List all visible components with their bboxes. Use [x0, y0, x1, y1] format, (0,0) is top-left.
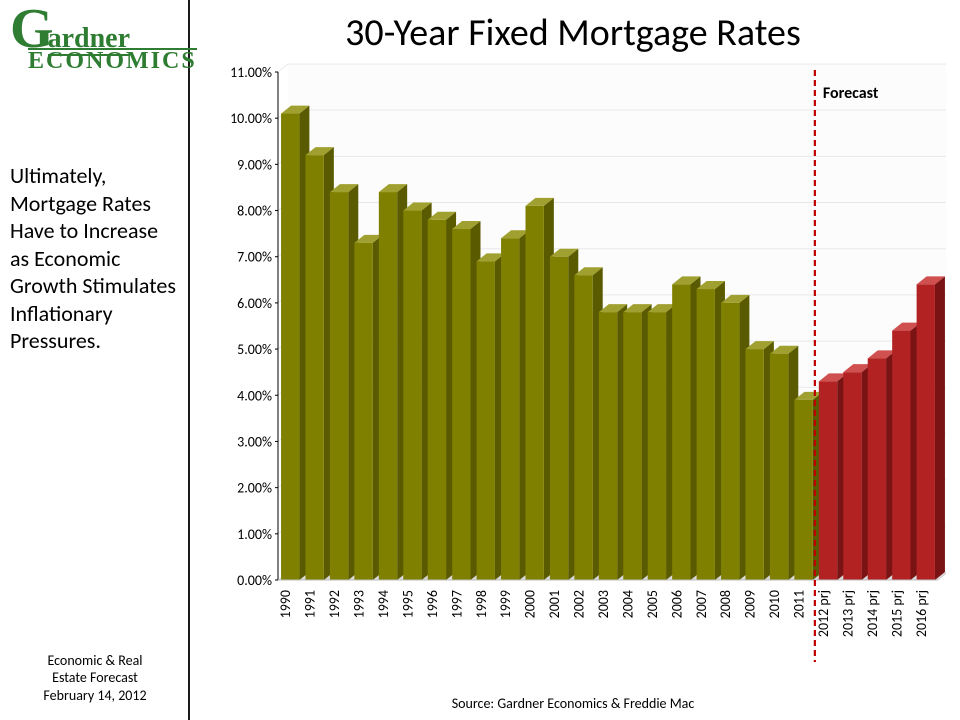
chart-title: 30-Year Fixed Mortgage Rates [198, 4, 948, 60]
sidebar: Gardner ECONOMICS Ultimately, Mortgage R… [0, 0, 190, 720]
svg-text:2011: 2011 [791, 590, 808, 618]
logo-word2: ECONOMICS [28, 48, 197, 73]
svg-text:2008: 2008 [717, 590, 734, 618]
svg-text:1997: 1997 [448, 590, 465, 618]
bar-chart-svg: 0.00% 1.00% 2.00% 3.00% 4.00% 5.00% 6.00% 7.00%… [198, 60, 946, 680]
svg-text:2013 prj: 2013 prj [839, 590, 856, 637]
svg-text:1.00%: 1.00% [237, 526, 272, 543]
svg-text:2010: 2010 [766, 590, 783, 618]
svg-text:2003: 2003 [595, 590, 612, 618]
svg-text:1996: 1996 [424, 590, 441, 618]
footer-line3: February 14, 2012 [10, 687, 180, 705]
chart: 0.00% 1.00% 2.00% 3.00% 4.00% 5.00% 6.00% 7.00%… [198, 60, 948, 695]
svg-text:0.00%: 0.00% [237, 572, 272, 589]
svg-text:2004: 2004 [619, 590, 636, 618]
svg-text:6.00%: 6.00% [237, 295, 272, 312]
svg-text:1999: 1999 [497, 590, 514, 618]
svg-text:2.00%: 2.00% [237, 480, 272, 497]
sidebar-footer: Economic & Real Estate Forecast February… [10, 652, 180, 705]
svg-text:1992: 1992 [326, 590, 343, 618]
svg-text:1993: 1993 [351, 590, 368, 618]
footer-line1: Economic & Real [10, 652, 180, 670]
svg-text:11.00%: 11.00% [230, 64, 272, 81]
svg-text:Forecast: Forecast [823, 84, 879, 103]
svg-text:2014 prj: 2014 prj [864, 590, 881, 637]
svg-text:2012 prj: 2012 prj [815, 590, 832, 637]
svg-text:1995: 1995 [399, 590, 416, 618]
logo: Gardner ECONOMICS [10, 10, 180, 72]
footer-line2: Estate Forecast [10, 669, 180, 687]
svg-text:2016 prj: 2016 prj [913, 590, 930, 637]
svg-text:1994: 1994 [375, 590, 392, 618]
svg-text:1991: 1991 [302, 590, 319, 618]
svg-text:2000: 2000 [522, 590, 539, 618]
svg-text:2007: 2007 [693, 590, 710, 618]
main: 30-Year Fixed Mortgage Rates 0.00% 1.00% 2… [190, 0, 960, 720]
svg-text:3.00%: 3.00% [237, 433, 272, 450]
svg-text:2015 prj: 2015 prj [888, 590, 905, 637]
source-text: Source: Gardner Economics & Freddie Mac [198, 695, 948, 716]
svg-text:4.00%: 4.00% [237, 387, 272, 404]
svg-text:10.00%: 10.00% [230, 110, 272, 127]
svg-text:2009: 2009 [742, 590, 759, 618]
svg-text:2001: 2001 [546, 590, 563, 618]
svg-text:5.00%: 5.00% [237, 341, 272, 358]
svg-text:8.00%: 8.00% [237, 203, 272, 220]
svg-text:7.00%: 7.00% [237, 249, 272, 266]
svg-text:2006: 2006 [668, 590, 685, 618]
sidebar-body-text: Ultimately, Mortgage Rates Have to Incre… [10, 162, 180, 651]
svg-text:1998: 1998 [473, 590, 490, 618]
svg-text:9.00%: 9.00% [237, 156, 272, 173]
svg-text:2005: 2005 [644, 590, 661, 618]
svg-text:1990: 1990 [277, 590, 294, 618]
svg-text:2002: 2002 [571, 590, 588, 618]
